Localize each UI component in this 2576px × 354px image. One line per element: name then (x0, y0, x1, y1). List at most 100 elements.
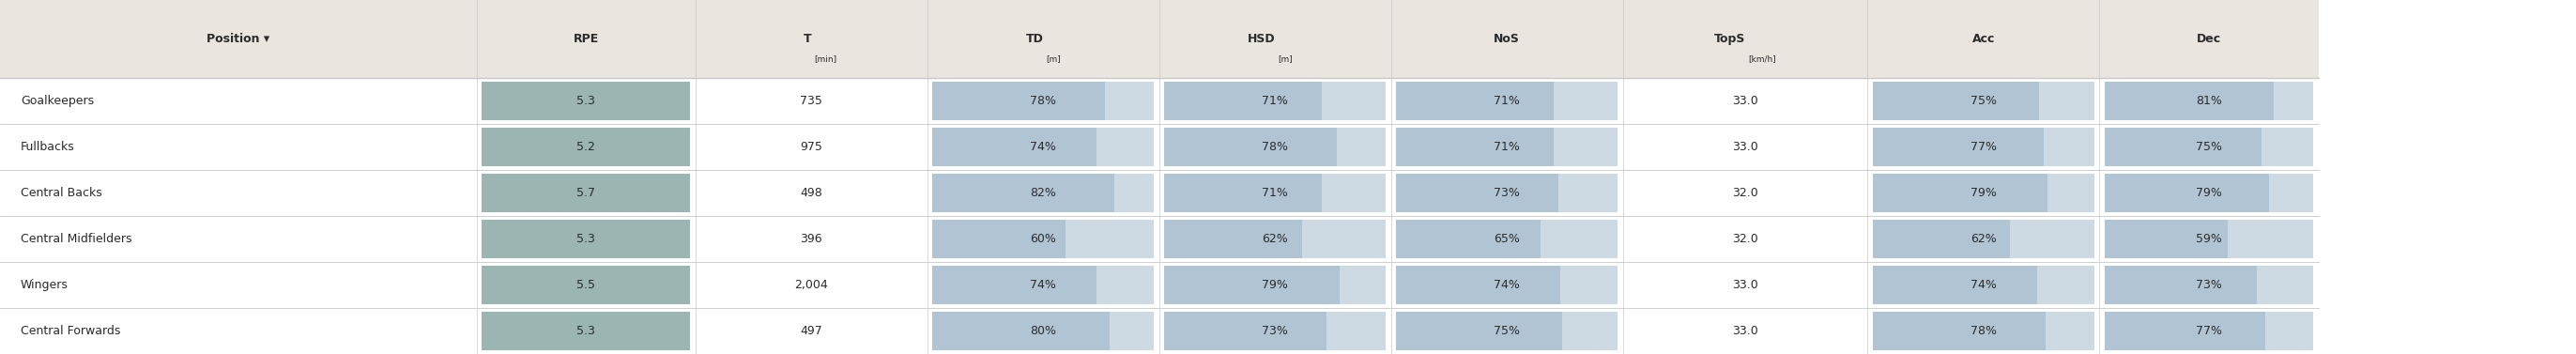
Text: NoS: NoS (1494, 33, 1520, 45)
Bar (933, 81, 1154, 120)
Bar (482, 219, 690, 258)
Text: 71%: 71% (1262, 187, 1288, 199)
Text: TD: TD (1025, 33, 1043, 45)
Text: 81%: 81% (2195, 95, 2223, 107)
Bar (1873, 127, 2043, 166)
Text: 71%: 71% (1262, 95, 1288, 107)
Bar (1873, 81, 2038, 120)
Text: 5.3: 5.3 (577, 95, 595, 107)
Text: [km/h]: [km/h] (1747, 54, 1775, 63)
Bar (1164, 127, 1386, 166)
Bar (1396, 81, 1618, 120)
Text: 75%: 75% (2195, 141, 2223, 153)
Text: 498: 498 (801, 187, 822, 199)
Text: TopS: TopS (1713, 33, 1744, 45)
Bar (1873, 81, 2094, 120)
Bar (1164, 312, 1327, 350)
Bar (2105, 127, 2262, 166)
Text: 975: 975 (801, 141, 822, 153)
Text: 82%: 82% (1030, 187, 1056, 199)
Bar (0, 124, 2318, 170)
Text: 78%: 78% (1030, 95, 1056, 107)
Bar (1873, 266, 2038, 304)
Bar (1873, 312, 2045, 350)
Bar (2105, 312, 2264, 350)
Bar (933, 127, 1154, 166)
Text: Central Forwards: Central Forwards (21, 325, 121, 337)
Text: 78%: 78% (1262, 141, 1288, 153)
Bar (933, 173, 1154, 212)
Bar (1396, 266, 1561, 304)
Text: 5.3: 5.3 (577, 325, 595, 337)
Text: 74%: 74% (1971, 279, 1996, 291)
Text: 75%: 75% (1494, 325, 1520, 337)
Bar (2105, 266, 2257, 304)
Text: 33.0: 33.0 (1731, 95, 1759, 107)
Bar (0, 262, 2318, 308)
Bar (1873, 127, 2094, 166)
Bar (933, 312, 1110, 350)
Text: 77%: 77% (1971, 141, 1996, 153)
Bar (1396, 312, 1561, 350)
Bar (482, 127, 690, 166)
Bar (1164, 266, 1386, 304)
Bar (1396, 173, 1558, 212)
Bar (0, 308, 2318, 354)
Bar (1164, 312, 1386, 350)
Bar (1873, 173, 2094, 212)
Bar (1873, 266, 2094, 304)
Bar (2105, 219, 2228, 258)
Text: 78%: 78% (1971, 325, 1996, 337)
Bar (1164, 219, 1386, 258)
Text: 33.0: 33.0 (1731, 279, 1759, 291)
Bar (1164, 219, 1301, 258)
Bar (1396, 312, 1618, 350)
Text: 62%: 62% (1262, 233, 1288, 245)
Bar (0, 170, 2318, 216)
Text: 60%: 60% (1030, 233, 1056, 245)
Bar (0, 0, 2318, 78)
Text: 5.2: 5.2 (577, 141, 595, 153)
Bar (1164, 266, 1340, 304)
Text: 33.0: 33.0 (1731, 325, 1759, 337)
Text: 74%: 74% (1030, 141, 1056, 153)
Bar (482, 173, 690, 212)
Bar (2105, 219, 2313, 258)
Bar (1396, 81, 1553, 120)
Text: [m]: [m] (1046, 54, 1061, 63)
Bar (1873, 173, 2048, 212)
Bar (1396, 127, 1553, 166)
Text: 735: 735 (801, 95, 822, 107)
Text: 73%: 73% (1494, 187, 1520, 199)
Text: 32.0: 32.0 (1731, 187, 1759, 199)
Text: 79%: 79% (1971, 187, 1996, 199)
Bar (1396, 173, 1618, 212)
Text: 73%: 73% (2195, 279, 2223, 291)
Text: 5.3: 5.3 (577, 233, 595, 245)
Text: Central Midfielders: Central Midfielders (21, 233, 131, 245)
Bar (1873, 312, 2094, 350)
Bar (2105, 173, 2269, 212)
Text: 74%: 74% (1030, 279, 1056, 291)
Text: 497: 497 (801, 325, 822, 337)
Text: [min]: [min] (814, 54, 837, 63)
Bar (2105, 312, 2313, 350)
Text: 71%: 71% (1494, 95, 1520, 107)
Bar (2105, 81, 2313, 120)
Bar (1396, 219, 1618, 258)
Text: Wingers: Wingers (21, 279, 70, 291)
Bar (482, 312, 690, 350)
Bar (933, 312, 1154, 350)
Text: 5.5: 5.5 (577, 279, 595, 291)
Text: 77%: 77% (2195, 325, 2223, 337)
Bar (1164, 173, 1386, 212)
Bar (1164, 81, 1321, 120)
Text: 59%: 59% (2195, 233, 2223, 245)
Text: [m]: [m] (1278, 54, 1293, 63)
Text: 33.0: 33.0 (1731, 141, 1759, 153)
Bar (1164, 81, 1386, 120)
Text: Dec: Dec (2197, 33, 2221, 45)
Text: 5.7: 5.7 (577, 187, 595, 199)
Text: RPE: RPE (574, 33, 598, 45)
Bar (1396, 266, 1618, 304)
